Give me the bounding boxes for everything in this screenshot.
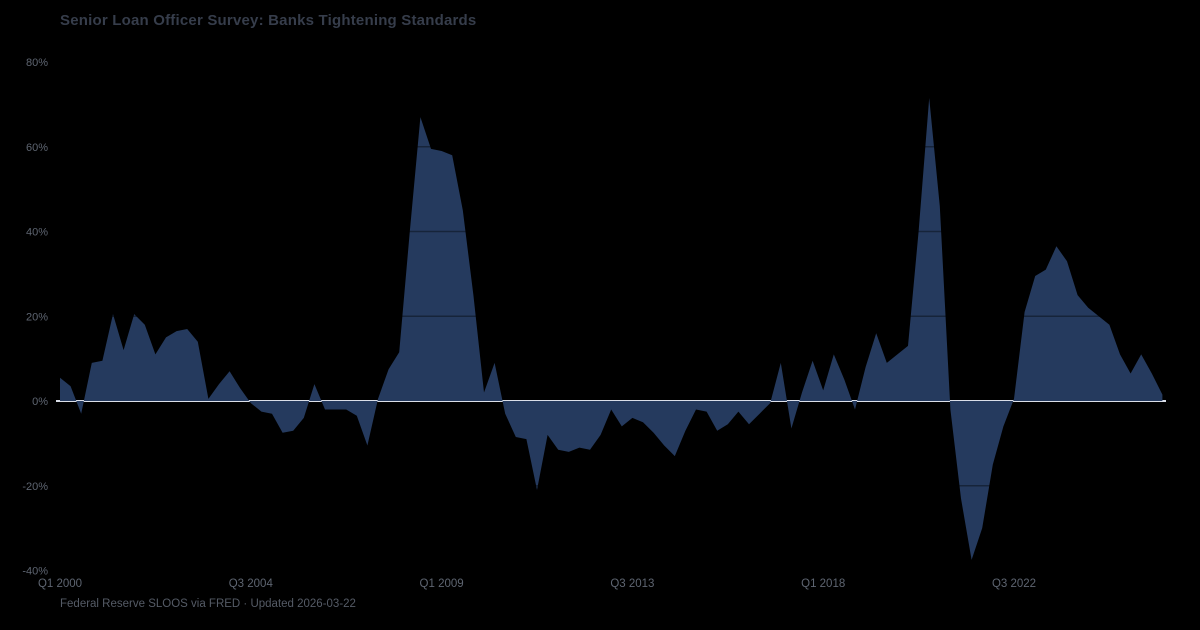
- x-tick-label-q1-2000: Q1 2000: [38, 578, 82, 590]
- y-tick-label-80: 80%: [26, 57, 48, 69]
- y-tick-label-40: 40%: [26, 227, 48, 239]
- y-tick-label-60: 60%: [26, 142, 48, 154]
- source-note: Federal Reserve SLOOS via FRED · Updated…: [60, 598, 356, 610]
- x-tick-label-q3-2004: Q3 2004: [229, 578, 274, 590]
- x-tick-label-q1-2018: Q1 2018: [801, 578, 845, 590]
- series-area: [60, 98, 1163, 560]
- y-tick-label--40: -40%: [22, 566, 48, 578]
- y-tick-label--20: -20%: [22, 481, 48, 493]
- x-tick-label-q3-2013: Q3 2013: [610, 578, 654, 590]
- x-tick-label-q1-2009: Q1 2009: [420, 578, 464, 590]
- x-tick-label-q3-2022: Q3 2022: [992, 578, 1036, 590]
- y-tick-label-20: 20%: [26, 311, 48, 323]
- chart-title: Senior Loan Officer Survey: Banks Tighte…: [60, 12, 477, 29]
- y-tick-label-0: 0%: [32, 396, 48, 408]
